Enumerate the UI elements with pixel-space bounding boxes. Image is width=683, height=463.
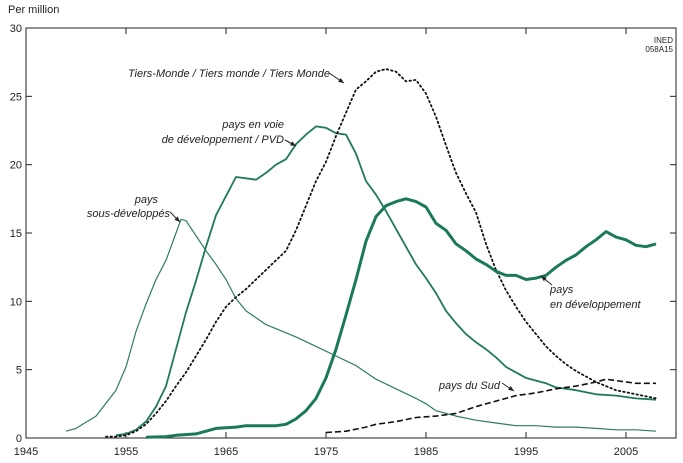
annotation-label: pays bbox=[134, 194, 159, 206]
y-axis-label: Per million bbox=[8, 4, 59, 16]
annotation-arrowhead bbox=[508, 385, 514, 391]
x-tick-label: 1975 bbox=[314, 446, 338, 458]
annotation-arrowhead bbox=[174, 216, 180, 222]
x-tick-label: 1965 bbox=[214, 446, 238, 458]
y-tick-label: 10 bbox=[10, 296, 22, 308]
series-line-4 bbox=[325, 378, 656, 434]
annotation-label: pays en voie bbox=[221, 119, 284, 131]
annotation-label: de développement / PVD bbox=[162, 134, 284, 146]
series-line-0 bbox=[65, 218, 657, 432]
source-mark-line1: INED bbox=[654, 36, 673, 45]
annotation-label: Tiers-Monde / Tiers monde / Tiers Monde bbox=[128, 68, 330, 80]
series-line-3 bbox=[145, 197, 657, 439]
series-group bbox=[65, 68, 657, 439]
annotation-label: en développement bbox=[550, 299, 641, 311]
annotation-label: sous-développés bbox=[87, 208, 171, 220]
series-line-1 bbox=[115, 125, 657, 437]
annotation-arrowhead bbox=[290, 141, 296, 146]
axes: 1945 1955 1965 1975 1985 1995 2005 0 5 10 15 20 25 30 bbox=[10, 23, 677, 458]
annotation-arrowhead bbox=[541, 276, 547, 282]
x-tick-label: 1945 bbox=[14, 446, 38, 458]
x-tick-label: 1985 bbox=[414, 446, 438, 458]
annotation-label: pays du Sud bbox=[438, 380, 501, 392]
y-tick-label: 30 bbox=[10, 23, 22, 35]
x-tick-label: 1955 bbox=[114, 446, 138, 458]
plot-frame bbox=[25, 27, 677, 439]
series-line-2 bbox=[105, 68, 657, 438]
x-tick-label: 1995 bbox=[514, 446, 538, 458]
y-tick-label: 0 bbox=[16, 433, 22, 445]
y-tick-label: 25 bbox=[10, 91, 22, 103]
annotations: Tiers-Monde / Tiers monde / Tiers Monde p… bbox=[87, 68, 642, 392]
y-tick-label: 15 bbox=[10, 228, 22, 240]
y-tick-label: 20 bbox=[10, 160, 22, 172]
source-mark-line2: 058A15 bbox=[645, 45, 673, 54]
x-tick-label: 2005 bbox=[614, 446, 638, 458]
annotation-arrowhead bbox=[338, 77, 344, 83]
annotation-label: pays bbox=[549, 284, 574, 296]
y-tick-label: 5 bbox=[16, 365, 22, 377]
